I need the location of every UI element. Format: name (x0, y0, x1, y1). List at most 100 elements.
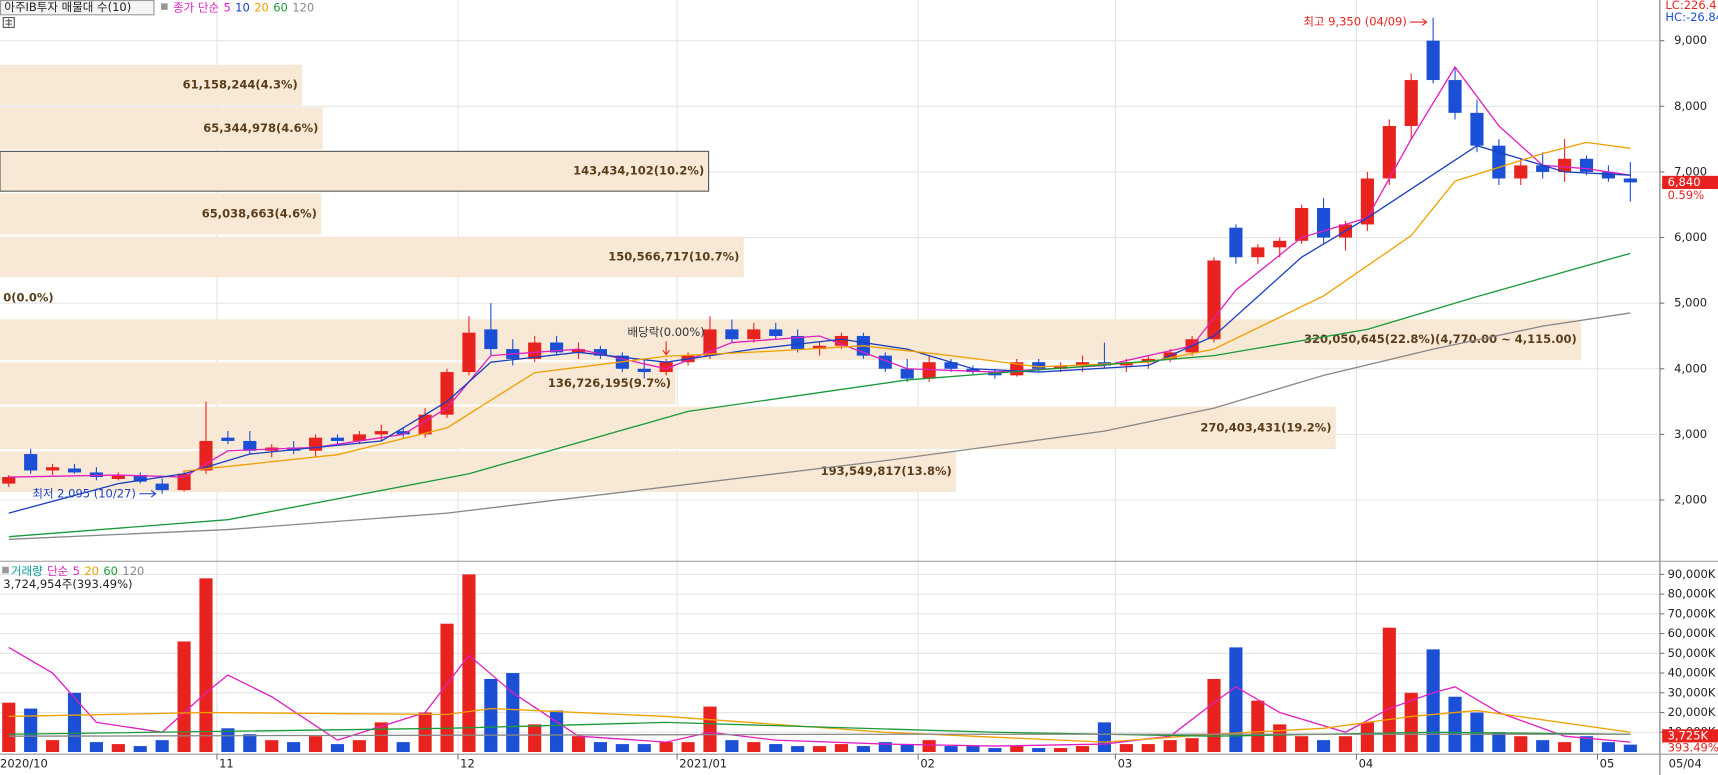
candle-body (330, 437, 345, 441)
candle-body (1404, 80, 1418, 126)
x-tick-label: 04 (1359, 757, 1374, 771)
volume-bar (900, 744, 914, 752)
volume-bar (1163, 740, 1177, 752)
high-annotation: 최고 9,350 (04/09) (1303, 15, 1406, 29)
x-tick-label: 11 (219, 757, 234, 771)
candle-body (593, 349, 607, 356)
volume-bar (1010, 746, 1024, 752)
candle-body (1316, 208, 1331, 238)
candle-body (1054, 365, 1068, 369)
y-tick-label: 30,000K (1668, 685, 1716, 699)
volume-bar (1382, 627, 1396, 752)
candle-body (791, 335, 805, 350)
profile-label: 143,434,102(10.2%) (573, 164, 704, 178)
y-tick-label: 2,000 (1674, 492, 1707, 506)
candle-body (834, 335, 849, 346)
candle-body (769, 329, 783, 336)
profile-label: 61,158,244(4.3%) (183, 77, 298, 91)
volume-bar (1579, 736, 1594, 752)
candle-body (1514, 165, 1528, 179)
candle-body (571, 349, 586, 353)
last-price-box (1662, 175, 1718, 189)
profile-label: 0(0.0%) (3, 291, 53, 305)
volume-bar (1119, 744, 1133, 752)
legend-entry: 120 (292, 0, 314, 14)
y-tick-label: 80,000K (1668, 587, 1716, 601)
volume-bar (1404, 692, 1418, 752)
volume-bar (1032, 748, 1046, 752)
legend-entry: 60 (273, 0, 288, 14)
legend-entry: 20 (84, 564, 99, 578)
candle-body (747, 329, 761, 340)
volume-bar (791, 746, 805, 752)
volume-bar (1623, 744, 1637, 752)
y-tick-label: 6,000 (1674, 230, 1707, 244)
candle-body (1623, 178, 1637, 183)
legend-box (0, 0, 155, 16)
profile-bar (0, 64, 303, 106)
profile-bar (0, 150, 710, 192)
volume-bar (1097, 722, 1112, 752)
candle-body (462, 332, 476, 373)
legend-entry: 60 (103, 564, 118, 578)
profile-label: 65,038,663(4.6%) (202, 206, 317, 220)
legend-marker (161, 3, 168, 10)
volume-summary: 3,724,954주(393.49%) (3, 577, 132, 591)
last-price-change: 0.59% (1668, 188, 1705, 202)
candle-body (396, 431, 410, 435)
y-tick-label: 4,000 (1674, 361, 1707, 375)
x-tick-label: 2020/10 (0, 757, 48, 771)
candle-body (67, 468, 82, 473)
volume-bar (1251, 700, 1265, 752)
grid-icon-lines (5, 18, 13, 27)
candle-body (199, 440, 213, 471)
volume-bar (1492, 732, 1506, 752)
last-volume-change: 393.49% (1668, 740, 1718, 754)
legend: 종가 단순 5 10 20 60 120 (173, 0, 314, 14)
y-tick-label: 20,000K (1668, 705, 1716, 719)
x-tick-label: 03 (1118, 757, 1133, 771)
volume-bar (878, 742, 892, 752)
candle-body (1119, 362, 1133, 366)
volume-bar (308, 736, 323, 752)
y-tick-label: 3,000 (1674, 427, 1707, 441)
y-tick-label: 5,000 (1674, 296, 1707, 310)
volume-bar (593, 742, 607, 752)
candle-body (1382, 125, 1396, 179)
y-tick-label: 7,000 (1674, 164, 1707, 178)
profile-label: 65,344,978(4.6%) (203, 121, 318, 135)
profile-bar (0, 406, 1336, 450)
legend-entry: 10 (235, 0, 250, 14)
volume-bar (1448, 696, 1462, 752)
volume-bar (1536, 740, 1550, 752)
candle-body (1273, 240, 1287, 248)
candle-body (966, 368, 980, 373)
volume-bar (681, 742, 695, 752)
candle-body (24, 454, 38, 471)
volume-bar (1141, 744, 1155, 752)
candle-body (1295, 208, 1309, 241)
price-ma-line (8, 312, 1631, 540)
volume-bar (1273, 724, 1287, 752)
volume-bar (1295, 736, 1309, 752)
volume-bar (769, 744, 783, 752)
candle-body (637, 368, 651, 373)
volume-bar (67, 692, 82, 752)
low-arrow (139, 490, 157, 498)
volume-bar (966, 746, 980, 752)
candle-body (922, 362, 936, 379)
volume-bar (462, 574, 476, 752)
volume-bar (177, 641, 191, 752)
y-tick-label: 50,000K (1668, 646, 1716, 660)
volume-bar (550, 710, 564, 752)
dividend-annotation: 배당락(0.00%) (628, 325, 705, 339)
profile-label: 270,403,431(19.2%) (1200, 420, 1331, 434)
y-tick-label: 8,000 (1674, 99, 1707, 113)
profile-label: 136,726,195(9.7%) (548, 376, 671, 390)
legend: 거래량 단순 5 20 60 120 (11, 564, 144, 578)
volume-bar (812, 746, 827, 752)
volume-bar (1075, 746, 1090, 752)
volume-bar (571, 736, 586, 752)
candle-body (528, 342, 542, 359)
